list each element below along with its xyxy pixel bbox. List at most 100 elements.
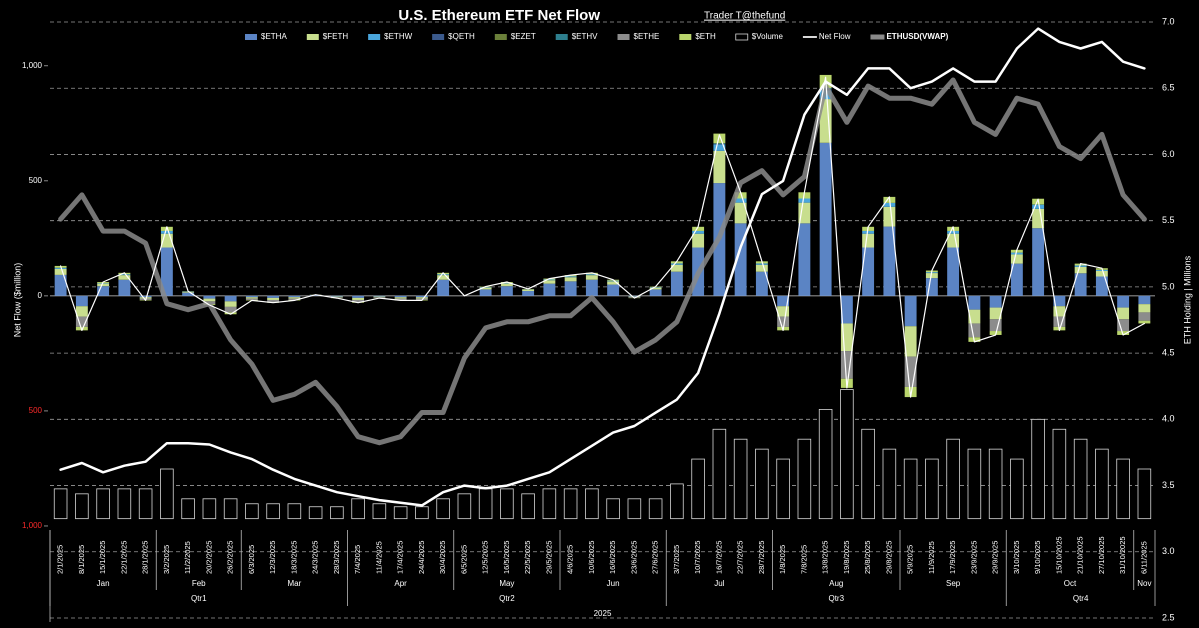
flow-bar xyxy=(585,272,598,275)
flow-bar xyxy=(1095,270,1108,277)
volume-bar xyxy=(585,488,599,520)
y-tick-label: 500 xyxy=(29,406,43,415)
flow-bar xyxy=(1032,204,1045,209)
x-tick-label: 11/4/2025 xyxy=(374,541,383,574)
flow-bar xyxy=(883,206,896,227)
month-label: Jun xyxy=(607,579,620,588)
volume-bar xyxy=(925,458,939,520)
flow-bar xyxy=(203,298,216,302)
flow-bar xyxy=(819,99,832,143)
x-tick-label: 3/7/2025 xyxy=(672,545,681,574)
flow-bar xyxy=(75,306,88,317)
x-tick-label: 26/2/2025 xyxy=(226,541,235,574)
volume-bars xyxy=(53,389,1152,520)
x-tick-label: 24/3/2025 xyxy=(311,541,320,574)
flow-bar xyxy=(798,223,811,296)
flow-bar xyxy=(54,267,67,269)
flow-bar xyxy=(352,297,365,300)
flow-bar xyxy=(1138,295,1151,305)
x-tick-label: 23/6/2025 xyxy=(629,541,638,574)
volume-bar xyxy=(903,458,918,520)
flow-bar xyxy=(692,226,705,231)
flow-bar xyxy=(224,301,237,307)
flow-bar xyxy=(1117,331,1130,335)
x-tick-label: 1/8/2025 xyxy=(778,545,787,574)
x-tick-label: 16/5/2025 xyxy=(502,541,511,574)
quarter-label: Qtr4 xyxy=(1073,594,1089,603)
x-tick-label: 17/4/2025 xyxy=(396,541,405,574)
flow-bar xyxy=(479,289,492,296)
x-tick-label: 6/3/2025 xyxy=(247,545,256,574)
flow-bar xyxy=(840,323,853,352)
flow-bar xyxy=(118,279,131,296)
flow-bar xyxy=(288,295,301,298)
flow-bar xyxy=(288,298,301,300)
flow-bar xyxy=(118,275,131,280)
flow-bar xyxy=(883,202,896,207)
flow-bar xyxy=(607,281,620,285)
x-tick-label: 21/10/2025 xyxy=(1076,536,1085,574)
volume-bar xyxy=(882,448,897,520)
flow-bar xyxy=(862,230,875,234)
flow-bar xyxy=(394,297,407,299)
x-tick-label: 10/7/2025 xyxy=(693,541,702,574)
flow-bar xyxy=(798,202,811,224)
legend-label: $ETH xyxy=(695,32,716,41)
y-tick-label: 1,000 xyxy=(22,61,43,70)
legend-label: $ETHV xyxy=(572,32,598,41)
month-label: Oct xyxy=(1064,579,1077,588)
volume-bar xyxy=(478,488,493,520)
x-tick-label: 3/2/2025 xyxy=(162,545,171,574)
volume-bar xyxy=(1073,438,1088,520)
flow-bar xyxy=(352,295,365,298)
volume-bar xyxy=(330,506,344,520)
flow-bar xyxy=(54,268,67,275)
x-tick-label: 4/6/2025 xyxy=(566,545,575,574)
quarter-label: Qtr2 xyxy=(499,594,515,603)
flow-bar xyxy=(522,291,535,296)
volume-bar xyxy=(840,389,854,520)
x-tick-label: 29/8/2025 xyxy=(884,541,893,574)
flow-bar xyxy=(585,279,598,296)
legend-label: $ETHE xyxy=(634,32,660,41)
flow-bar xyxy=(607,284,620,296)
x-tick-label: 22/7/2025 xyxy=(736,541,745,574)
x-tick-label: 20/2/2025 xyxy=(204,541,213,574)
flow-bar xyxy=(1117,319,1130,332)
volume-bar xyxy=(415,506,429,520)
volume-bar xyxy=(755,448,769,520)
flow-bar xyxy=(968,295,981,310)
legend-label: Net Flow xyxy=(819,32,851,41)
flow-bar xyxy=(500,283,513,287)
flow-bar xyxy=(309,294,322,296)
month-label: Jan xyxy=(97,579,110,588)
flow-bar xyxy=(373,296,386,298)
flow-bar xyxy=(947,230,960,234)
series-line xyxy=(58,77,1147,446)
volume-bar xyxy=(181,498,195,520)
flow-bar xyxy=(245,298,258,300)
x-tick-label: 7/8/2025 xyxy=(799,545,808,574)
legend-swatch xyxy=(735,33,749,41)
flow-bar xyxy=(819,142,832,296)
flow-bar xyxy=(139,297,152,299)
flow-bar xyxy=(1138,320,1151,324)
volume-bar xyxy=(1010,458,1024,520)
y2-tick-label: 3.5 xyxy=(1162,480,1175,490)
flow-bar xyxy=(288,297,301,299)
flow-bar xyxy=(670,271,683,296)
volume-bar xyxy=(308,506,323,520)
volume-bar xyxy=(542,488,557,520)
flow-bar xyxy=(925,278,938,296)
flow-bar xyxy=(798,198,811,203)
flow-bar xyxy=(267,297,280,300)
flow-bar xyxy=(330,295,343,297)
flow-bar xyxy=(564,281,577,296)
flow-bar xyxy=(755,263,768,265)
y2-tick-label: 7.0 xyxy=(1162,16,1175,26)
y2-tick-label: 2.5 xyxy=(1162,612,1175,622)
flow-bar xyxy=(97,286,110,296)
volume-bar xyxy=(500,488,514,520)
x-tick-label: 31/10/2025 xyxy=(1118,536,1127,574)
